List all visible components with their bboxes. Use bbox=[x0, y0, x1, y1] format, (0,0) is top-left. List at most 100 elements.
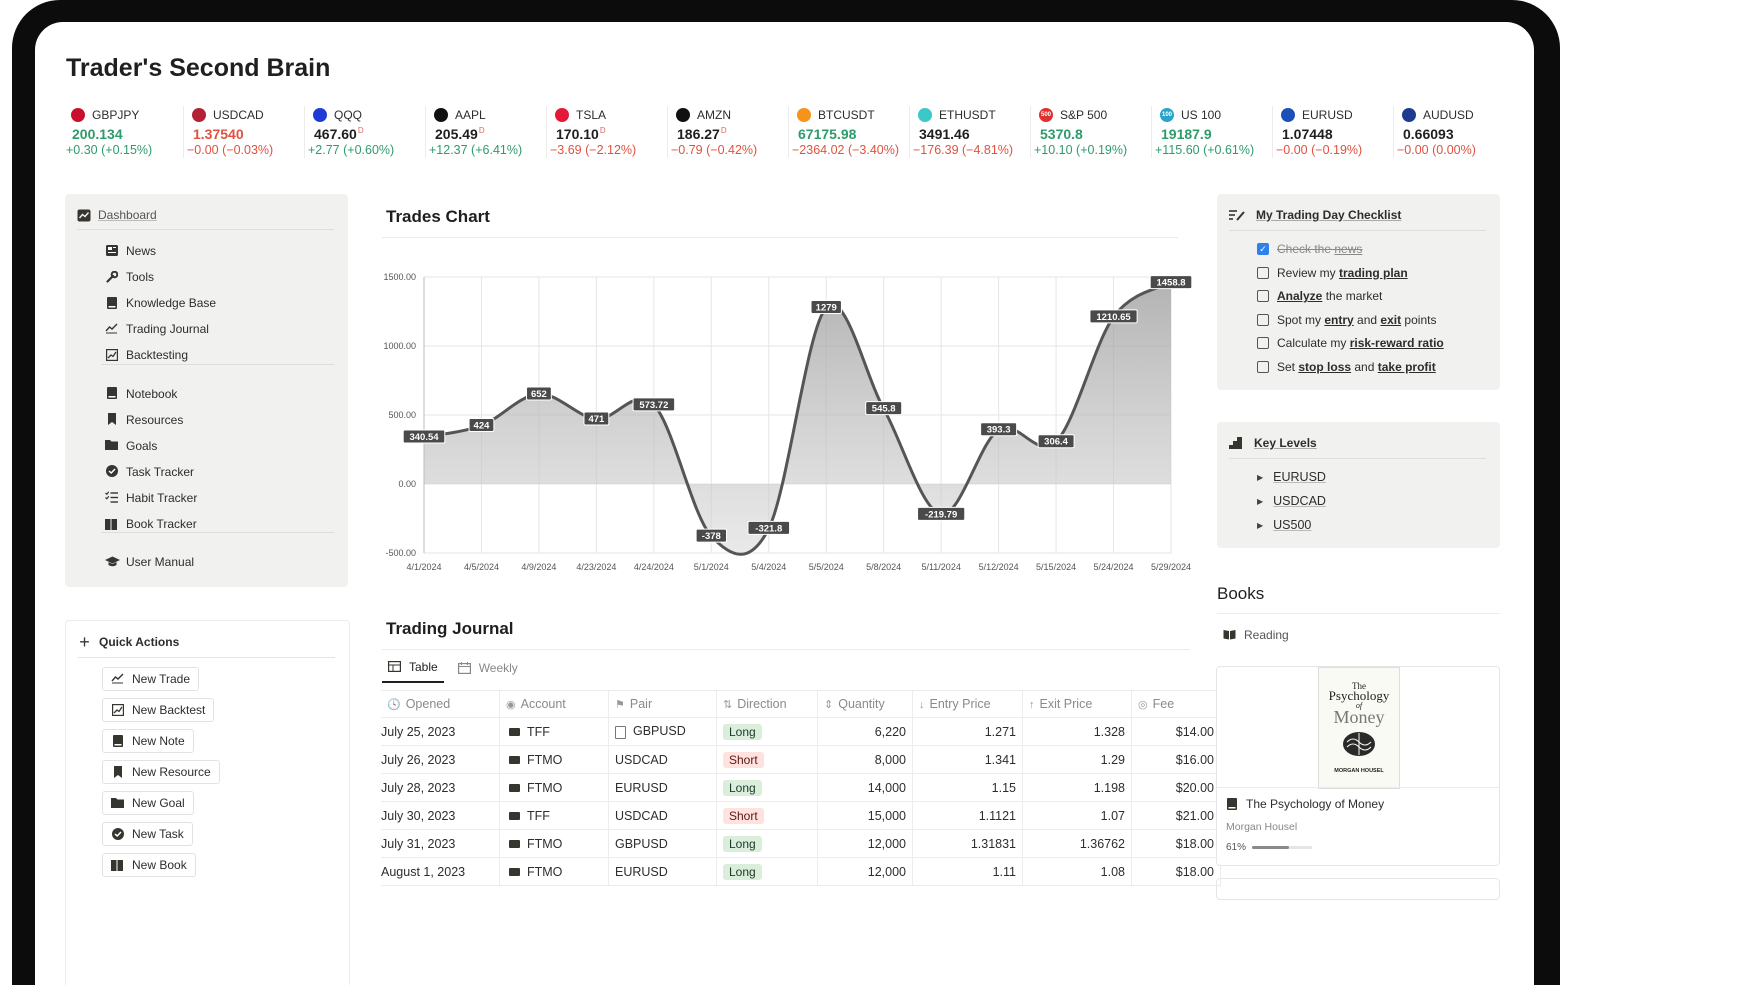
ticker-item[interactable]: AMZN 186.27D −0.79 (−0.42%) bbox=[668, 106, 789, 158]
sidebar-item-user-manual[interactable]: User Manual bbox=[105, 555, 194, 569]
column-header-direction[interactable]: ⇅ Direction bbox=[716, 690, 818, 718]
ticker-item[interactable]: BTCUSDT 67175.98 −2364.02 (−3.40%) bbox=[789, 106, 910, 158]
card-icon bbox=[509, 812, 520, 821]
cell-opened: July 31, 2023 bbox=[381, 829, 500, 858]
trades-chart: 1500.00 1000.00 500.00 0.00 -500.00 4/1/2024 4… bbox=[383, 272, 1193, 572]
checklist-link[interactable]: stop loss bbox=[1298, 360, 1352, 374]
checklist-link[interactable]: trading plan bbox=[1339, 265, 1408, 280]
checklist-link[interactable]: exit bbox=[1380, 312, 1402, 327]
ticker-item[interactable]: GBPJPY 200.134 +0.30 (+0.15%) bbox=[63, 106, 184, 158]
cell-exit-price: 1.29 bbox=[1022, 745, 1132, 774]
column-header-account[interactable]: ◉ Account bbox=[499, 690, 609, 718]
book-title: The Psychology of Money bbox=[1225, 797, 1384, 811]
quantity-arrows-icon: ⇕ bbox=[824, 699, 834, 711]
sidebar-item-goals[interactable]: Goals bbox=[105, 439, 157, 453]
x-tick-label: 5/12/2024 bbox=[979, 562, 1019, 572]
new-goal-button[interactable]: New Goal bbox=[102, 791, 194, 815]
column-header-opened[interactable]: 🕓 Opened bbox=[381, 690, 500, 718]
ticker-item[interactable]: 500 S&P 500 5370.8 +10.10 (+0.19%) bbox=[1031, 106, 1152, 158]
table-row[interactable]: July 28, 2023 FTMO EURUSD Long 14,000 1.15 1.1… bbox=[381, 773, 1221, 802]
book-card-next[interactable] bbox=[1216, 878, 1500, 900]
checkbox[interactable] bbox=[1257, 337, 1269, 350]
book-icon bbox=[1225, 797, 1238, 811]
checkbox[interactable] bbox=[1257, 361, 1269, 373]
check-circle-icon bbox=[111, 827, 124, 841]
data-label: 652 bbox=[526, 386, 552, 401]
table-row[interactable]: July 30, 2023 TFF USDCAD Short 15,000 1.1121 1… bbox=[381, 801, 1221, 830]
new-trade-button[interactable]: New Trade bbox=[102, 667, 200, 691]
column-header-quantity[interactable]: ⇕ Quantity bbox=[817, 690, 913, 718]
checklist-link[interactable]: entry bbox=[1324, 312, 1354, 327]
new-backtest-button[interactable]: New Backtest bbox=[102, 698, 215, 722]
data-label: -378 bbox=[695, 528, 728, 543]
key-level-us500[interactable]: ▶ US500 bbox=[1257, 518, 1312, 532]
new-note-button[interactable]: New Note bbox=[102, 729, 194, 753]
checkbox[interactable]: ✓ bbox=[1257, 243, 1269, 255]
tab-weekly[interactable]: Weekly bbox=[452, 660, 524, 683]
checkbox[interactable] bbox=[1257, 266, 1269, 279]
table-icon bbox=[388, 660, 402, 674]
backtest-chart-icon bbox=[105, 348, 118, 362]
new-book-button[interactable]: New Book bbox=[102, 853, 196, 877]
svg-text:573.72: 573.72 bbox=[639, 400, 668, 411]
cell-exit-price: 1.328 bbox=[1022, 717, 1132, 746]
flag-icon: ⚑ bbox=[615, 699, 625, 711]
column-header-fee[interactable]: ◎ Fee bbox=[1131, 690, 1221, 718]
checklist-header[interactable]: My Trading Day Checklist bbox=[1229, 208, 1486, 231]
sidebar-item-resources[interactable]: Resources bbox=[105, 413, 183, 427]
toggle-triangle-icon[interactable]: ▶ bbox=[1257, 520, 1264, 530]
checkbox[interactable] bbox=[1257, 290, 1269, 303]
checklist-item-text: Review my trading plan bbox=[1277, 266, 1408, 280]
ticker-item[interactable]: AUDUSD 0.66093 −0.00 (0.00%) bbox=[1394, 106, 1514, 158]
key-level-eurusd[interactable]: ▶ EURUSD bbox=[1257, 470, 1326, 484]
sidebar-item-news[interactable]: News bbox=[105, 244, 156, 258]
table-row[interactable]: August 1, 2023 FTMO EURUSD Long 12,000 1.11 1.… bbox=[381, 857, 1221, 886]
checkbox[interactable] bbox=[1257, 313, 1269, 326]
sidebar-item-knowledge-base[interactable]: Knowledge Base bbox=[105, 296, 216, 310]
sidebar-item-book-tracker[interactable]: Book Tracker bbox=[105, 517, 197, 531]
tab-table[interactable]: Table bbox=[382, 660, 444, 683]
key-levels-header[interactable]: Key Levels bbox=[1229, 436, 1486, 459]
table-row[interactable]: July 25, 2023 TFF GBPUSD Long 6,220 1.271 1.32… bbox=[381, 717, 1221, 746]
checklist-link[interactable]: risk-reward ratio bbox=[1349, 336, 1444, 351]
books-view-reading[interactable]: Reading bbox=[1223, 628, 1289, 642]
book-icon bbox=[105, 296, 118, 310]
sidebar-item-task-tracker[interactable]: Task Tracker bbox=[105, 465, 194, 479]
column-header-exit-price[interactable]: ↑ Exit Price bbox=[1022, 690, 1132, 718]
table-row[interactable]: July 31, 2023 FTMO GBPUSD Long 12,000 1.31831… bbox=[381, 829, 1221, 858]
toggle-triangle-icon[interactable]: ▶ bbox=[1257, 472, 1264, 482]
trades-chart-heading: Trades Chart bbox=[386, 207, 490, 226]
sidebar-item-backtesting[interactable]: Backtesting bbox=[105, 348, 188, 362]
ticker-item[interactable]: TSLA 170.10D −3.69 (−2.12%) bbox=[547, 106, 668, 158]
card-icon bbox=[509, 840, 520, 849]
ticker-price: 170.10D bbox=[556, 126, 606, 142]
ticker-change: +115.60 (+0.61%) bbox=[1155, 143, 1255, 157]
ticker-item[interactable]: USDCAD 1.37540 −0.00 (−0.03%) bbox=[184, 106, 305, 158]
ticker-item[interactable]: 100 US 100 19187.9 +115.60 (+0.61%) bbox=[1152, 106, 1273, 158]
ticker-symbol-row: USDCAD bbox=[187, 106, 304, 124]
ticker-item[interactable]: QQQ 467.60D +2.77 (+0.60%) bbox=[305, 106, 426, 158]
checklist-item: ✓ Check the news bbox=[1257, 242, 1362, 256]
sidebar-item-habit-tracker[interactable]: Habit Tracker bbox=[105, 491, 197, 505]
wrench-icon bbox=[105, 270, 118, 284]
table-row[interactable]: July 26, 2023 FTMO USDCAD Short 8,000 1.341 1.… bbox=[381, 745, 1221, 774]
checklist-link[interactable]: news bbox=[1334, 242, 1363, 256]
column-header-entry-price[interactable]: ↓ Entry Price bbox=[912, 690, 1023, 718]
column-header-pair[interactable]: ⚑ Pair bbox=[608, 690, 717, 718]
new-task-button[interactable]: New Task bbox=[102, 822, 193, 846]
sidebar-item-trading-journal[interactable]: Trading Journal bbox=[105, 322, 209, 336]
nav-dashboard[interactable]: Dashboard bbox=[77, 208, 334, 230]
sidebar-item-notebook[interactable]: Notebook bbox=[105, 387, 177, 401]
ticker-item[interactable]: AAPL 205.49D +12.37 (+6.41%) bbox=[426, 106, 547, 158]
ticker-item[interactable]: ETHUSDT 3491.46 −176.39 (−4.81%) bbox=[910, 106, 1031, 158]
ticker-item[interactable]: EURUSD 1.07448 −0.00 (−0.19%) bbox=[1273, 106, 1394, 158]
divider bbox=[382, 649, 1190, 650]
new-resource-button[interactable]: New Resource bbox=[102, 760, 220, 784]
checklist-link[interactable]: take profit bbox=[1377, 360, 1436, 374]
y-tick-label: 1000.00 bbox=[383, 341, 416, 351]
sidebar-item-tools[interactable]: Tools bbox=[105, 270, 154, 284]
checklist-link[interactable]: Analyze bbox=[1277, 289, 1323, 304]
toggle-triangle-icon[interactable]: ▶ bbox=[1257, 496, 1264, 506]
key-level-usdcad[interactable]: ▶ USDCAD bbox=[1257, 494, 1326, 508]
book-card[interactable]: The Psychology of Money MORGAN HOUSEL Th… bbox=[1216, 666, 1500, 866]
